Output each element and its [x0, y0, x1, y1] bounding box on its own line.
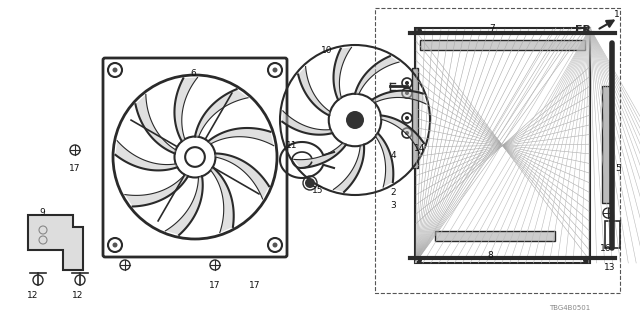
Circle shape	[113, 243, 118, 247]
Polygon shape	[208, 128, 274, 146]
Polygon shape	[215, 154, 269, 199]
Polygon shape	[372, 91, 426, 104]
Text: 12: 12	[28, 292, 38, 300]
Bar	[420, 40, 585, 50]
Text: 13: 13	[604, 263, 616, 273]
Circle shape	[273, 68, 278, 73]
Polygon shape	[28, 215, 83, 270]
Text: 17: 17	[69, 164, 81, 172]
Polygon shape	[333, 47, 351, 100]
Text: 16: 16	[600, 244, 612, 252]
Circle shape	[583, 27, 591, 35]
Polygon shape	[115, 141, 177, 171]
Text: 7: 7	[489, 23, 495, 33]
Text: 9: 9	[39, 207, 45, 217]
Polygon shape	[381, 116, 424, 153]
Circle shape	[414, 256, 422, 264]
Polygon shape	[282, 111, 332, 135]
Text: 17: 17	[249, 282, 260, 291]
Text: 2: 2	[390, 188, 396, 196]
Circle shape	[405, 131, 409, 135]
Text: 6: 6	[190, 68, 196, 77]
Text: 14: 14	[414, 143, 426, 153]
Circle shape	[273, 243, 278, 247]
Text: 8: 8	[487, 251, 493, 260]
Polygon shape	[125, 175, 188, 206]
Circle shape	[113, 68, 118, 73]
Circle shape	[583, 256, 591, 264]
Circle shape	[405, 91, 409, 95]
Polygon shape	[333, 145, 364, 192]
Bar	[602, 86, 610, 203]
Text: 12: 12	[72, 292, 84, 300]
Text: 1: 1	[614, 10, 620, 19]
Polygon shape	[298, 67, 330, 116]
Bar	[435, 231, 555, 241]
Polygon shape	[175, 77, 198, 141]
Text: 17: 17	[209, 282, 221, 291]
Polygon shape	[136, 94, 176, 154]
Polygon shape	[294, 143, 346, 168]
Circle shape	[414, 27, 422, 35]
Text: 5: 5	[615, 164, 621, 172]
Bar	[415, 28, 590, 263]
Polygon shape	[355, 56, 399, 94]
Circle shape	[405, 116, 409, 120]
Text: 10: 10	[321, 45, 333, 54]
Bar	[412, 68, 418, 168]
Polygon shape	[376, 133, 394, 187]
Polygon shape	[195, 89, 248, 137]
Text: TBG4B0501: TBG4B0501	[549, 305, 591, 311]
Circle shape	[346, 111, 364, 129]
Polygon shape	[165, 176, 203, 235]
Bar	[375, 8, 620, 293]
Polygon shape	[211, 167, 234, 233]
Text: 11: 11	[286, 140, 298, 149]
Circle shape	[405, 81, 409, 85]
Circle shape	[305, 178, 315, 188]
Text: 15: 15	[312, 186, 324, 195]
Text: 3: 3	[390, 201, 396, 210]
Text: 4: 4	[390, 150, 396, 159]
Text: FR.: FR.	[575, 25, 596, 35]
